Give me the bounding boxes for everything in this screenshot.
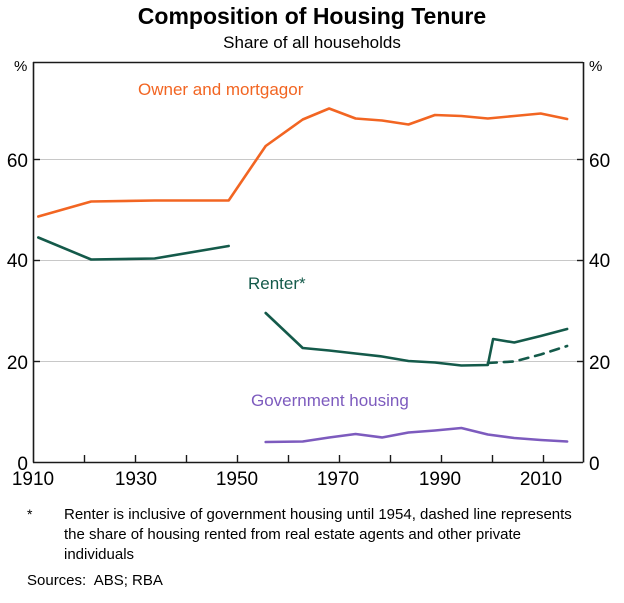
series-label-renter: Renter* bbox=[248, 274, 306, 293]
series-path-4 bbox=[264, 426, 569, 444]
y-tick-right-60: 60 bbox=[589, 151, 611, 172]
series-label-government-housing: Government housing bbox=[251, 391, 409, 410]
gridlines bbox=[33, 159, 583, 362]
x-tick-1910: 1910 bbox=[11, 469, 55, 490]
y-tick-left-60: 60 bbox=[6, 151, 28, 172]
series-label-owner: Owner and mortgagor bbox=[138, 80, 304, 99]
x-tick-1970: 1970 bbox=[316, 469, 360, 490]
y-tick-left-20: 20 bbox=[6, 353, 28, 374]
y-tick-left-0: 0 bbox=[17, 454, 28, 475]
x-tick-1950: 1950 bbox=[215, 469, 259, 490]
y-tick-right-0: 0 bbox=[589, 454, 600, 475]
y-axis-ticks bbox=[33, 158, 584, 363]
footnote-marker: * bbox=[27, 506, 33, 522]
x-tick-1930: 1930 bbox=[114, 469, 158, 490]
series-path-2 bbox=[264, 311, 569, 367]
chart-title: Composition of Housing Tenure bbox=[137, 3, 487, 29]
y-axis-unit-left: % bbox=[14, 58, 28, 75]
chart-subtitle: Share of all households bbox=[223, 33, 401, 52]
footnote-text: Renter is inclusive of government housin… bbox=[64, 506, 572, 563]
series-path-3 bbox=[486, 344, 569, 365]
series-path-0 bbox=[36, 107, 569, 218]
x-tick-1990: 1990 bbox=[418, 469, 462, 490]
y-tick-right-20: 20 bbox=[589, 353, 611, 374]
x-axis-ticks bbox=[83, 455, 545, 463]
sources-text: Sources: ABS; RBA bbox=[27, 572, 163, 589]
y-tick-right-40: 40 bbox=[589, 251, 611, 272]
series-path-1 bbox=[36, 236, 230, 261]
y-tick-left-40: 40 bbox=[6, 251, 28, 272]
y-axis-unit-right: % bbox=[589, 58, 603, 75]
x-tick-2010: 2010 bbox=[519, 469, 563, 490]
